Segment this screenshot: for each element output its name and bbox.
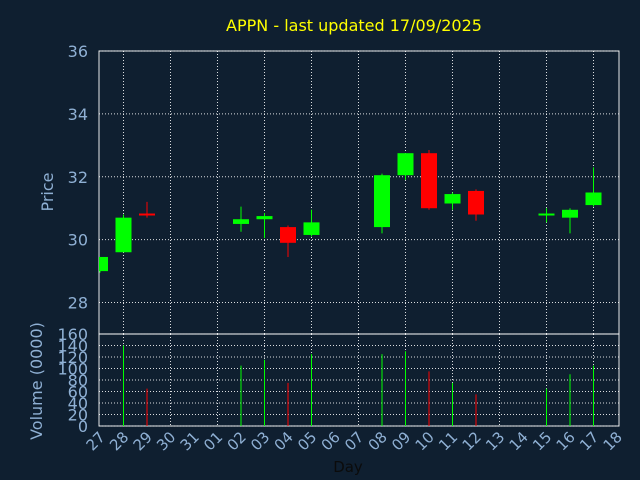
x-tick-label: 16 bbox=[553, 428, 579, 454]
x-tick-label: 12 bbox=[459, 428, 485, 454]
candle-body bbox=[374, 175, 390, 228]
candle-body bbox=[468, 190, 484, 215]
x-tick-label: 07 bbox=[341, 428, 367, 454]
x-tick-label: 14 bbox=[506, 428, 532, 454]
volume-frame bbox=[98, 333, 620, 427]
candle-body bbox=[421, 153, 437, 209]
x-tick-label: 01 bbox=[200, 428, 226, 454]
x-tick-label: 17 bbox=[576, 428, 602, 454]
x-tick-label: 06 bbox=[318, 428, 344, 454]
chart-title: APPN - last updated 17/09/2025 bbox=[226, 16, 482, 35]
x-axis-label: Day bbox=[333, 458, 363, 476]
volume-tick-label: 0 bbox=[78, 417, 88, 436]
x-tick-label: 13 bbox=[482, 428, 508, 454]
volume-tick-label: 20 bbox=[68, 406, 88, 425]
x-tick-label: 30 bbox=[153, 428, 179, 454]
x-tick-label: 31 bbox=[177, 428, 203, 454]
candle-body bbox=[397, 153, 414, 176]
volume-tick-label: 80 bbox=[68, 371, 88, 390]
x-tick-label: 03 bbox=[247, 428, 273, 454]
volume-tick-label: 140 bbox=[57, 337, 88, 356]
volume-tick-label: 40 bbox=[68, 394, 88, 413]
candle-body bbox=[233, 219, 249, 224]
volume-tick-label: 120 bbox=[57, 348, 88, 367]
x-tick-label: 05 bbox=[294, 428, 320, 454]
x-axis-ticks: 2728293031010203040506070809101112131415… bbox=[83, 428, 626, 454]
x-tick-label: 08 bbox=[365, 428, 391, 454]
x-tick-label: 29 bbox=[130, 428, 156, 454]
price-tick-label: 32 bbox=[68, 168, 88, 187]
x-tick-label: 09 bbox=[388, 428, 414, 454]
x-tick-label: 11 bbox=[435, 428, 461, 454]
price-tick-label: 36 bbox=[68, 42, 88, 61]
candle-body bbox=[562, 209, 578, 218]
x-tick-label: 04 bbox=[271, 428, 297, 454]
candle-body bbox=[303, 222, 320, 235]
candle-body bbox=[280, 227, 296, 243]
price-tick-label: 34 bbox=[68, 105, 88, 124]
volume-tick-label: 60 bbox=[68, 383, 88, 402]
price-axis-label: Price bbox=[38, 172, 57, 211]
price-tick-label: 30 bbox=[68, 231, 88, 250]
candle-body bbox=[585, 192, 602, 206]
x-tick-label: 28 bbox=[106, 428, 132, 454]
candle-body bbox=[139, 213, 155, 216]
candle-body bbox=[115, 217, 132, 253]
candle-body bbox=[256, 216, 273, 220]
volume-tick-label: 100 bbox=[57, 360, 88, 379]
x-tick-label: 15 bbox=[529, 428, 555, 454]
x-tick-label: 10 bbox=[412, 428, 438, 454]
volume-axis-label: Volume (0000) bbox=[27, 322, 46, 440]
price-panel: 28 30 32 34 36 Price bbox=[38, 42, 620, 335]
x-tick-label: 02 bbox=[224, 428, 250, 454]
price-tick-label: 28 bbox=[68, 294, 88, 313]
candle-body bbox=[99, 256, 108, 272]
candle-body bbox=[538, 213, 555, 216]
volume-tick-label: 160 bbox=[57, 325, 88, 344]
candle-body bbox=[444, 194, 461, 204]
x-tick-label: 18 bbox=[600, 428, 626, 454]
